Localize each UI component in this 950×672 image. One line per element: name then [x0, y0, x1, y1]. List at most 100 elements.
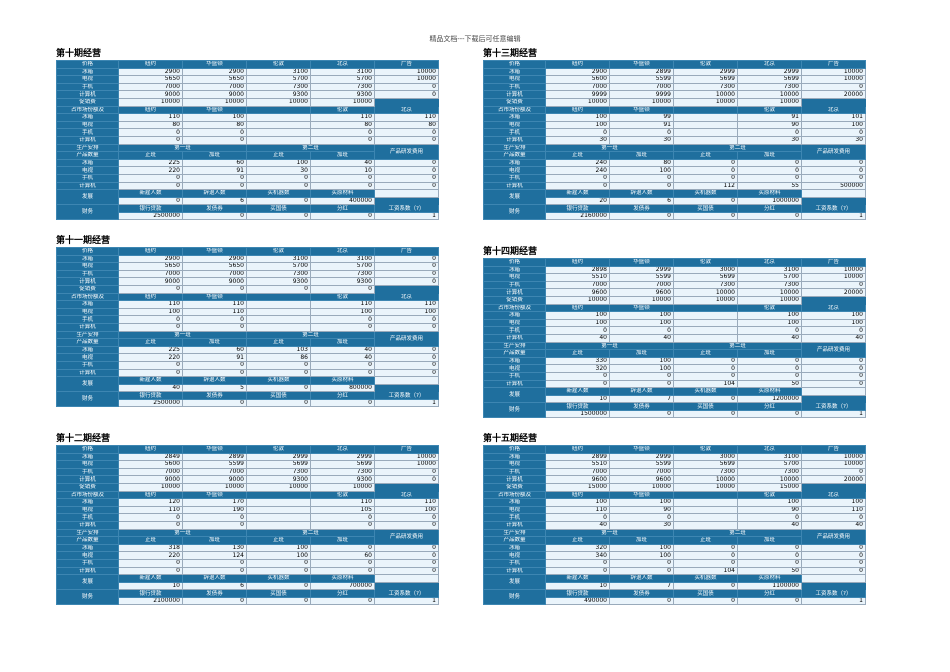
share-cell: 110: [545, 505, 610, 515]
plan-cell: 0: [673, 158, 738, 168]
share-label: 占市场份额及: [56, 292, 119, 302]
share-cell: 0: [182, 128, 247, 137]
city-header: 伦敦: [673, 258, 738, 267]
plan-cell: 100: [609, 356, 674, 366]
plan-row: 手机 0 0 0 0 0: [56, 558, 439, 568]
plan-cell: 0: [801, 371, 866, 381]
plan-row: 电视 320 100 0 0 0: [483, 364, 866, 373]
price-cell: 3100: [246, 254, 311, 264]
share-label: 占市场份额及: [483, 490, 546, 500]
fin-cell: 1: [374, 211, 439, 221]
share-cell: 100: [374, 505, 439, 515]
share-cell: 0: [118, 322, 183, 332]
share-cell: 40: [801, 520, 866, 530]
share-row: 电视 110 90 90 110: [483, 505, 866, 515]
city-header: 北京: [374, 292, 439, 302]
dev-cell: 10: [118, 581, 183, 591]
city-header: 北京: [801, 303, 866, 313]
fin-cell: 0: [673, 596, 738, 606]
product-label: 计算机: [483, 566, 546, 576]
plan-label: 生产安排: [56, 143, 119, 153]
dev-header-row: 发展 新雇人数 辞退人数 买机器数 买原材料: [483, 387, 866, 404]
dev-row: 10 6 0 700000: [57, 581, 439, 591]
product-label: 电视: [483, 505, 546, 515]
product-label: 计算机: [56, 368, 119, 378]
share-cell: 90: [737, 505, 802, 515]
fin-header: 分红: [737, 402, 802, 411]
fin-header: 工资系数（?）: [374, 589, 439, 598]
price-cell: 5599: [609, 75, 674, 84]
fin-cell: 1: [801, 596, 866, 606]
price-header-row: 价格 纽约 华盛顿 伦敦 北京 广告: [483, 445, 866, 454]
blank-header: [673, 105, 738, 115]
product-label: 计算机: [483, 135, 546, 145]
period-block-15: 第十五期经营 价格 纽约 华盛顿 伦敦 北京 广告 冰箱 2899 2999 3000 3100 10…: [483, 434, 866, 606]
share-spacer: [246, 315, 311, 324]
share-cell: 90: [609, 505, 674, 515]
price-cell: 9000: [118, 90, 183, 99]
price-cell: 5700: [737, 460, 802, 469]
price-row: 冰箱 2900 2900 3100 3100 0: [56, 254, 439, 264]
share-cell: 100: [310, 307, 375, 317]
product-label: 计算机: [56, 475, 119, 484]
product-label: 电视: [56, 120, 119, 130]
plan-cell: 225: [118, 158, 183, 168]
price-cell: 3100: [246, 67, 311, 77]
city-header: 华盛顿: [609, 60, 674, 69]
share-spacer: [246, 300, 311, 309]
dev-header: 买原材料: [310, 189, 375, 198]
price-cell: 10000: [737, 90, 802, 99]
fin-cell: 1: [374, 398, 439, 408]
city-header: 纽约: [545, 303, 610, 313]
blank-cell: [801, 189, 866, 198]
plan-cell: 0: [673, 558, 738, 568]
plan-cell: 0: [310, 558, 375, 568]
filler-cell: [801, 97, 866, 107]
plan-cell: 0: [310, 181, 375, 191]
plan-cell: 0: [118, 566, 183, 576]
price-row: 计算机 9000 9000 9300 9300 0: [56, 90, 439, 99]
share-cell: 100: [545, 311, 610, 320]
plan-cell: 40: [310, 158, 375, 168]
share-spacer: [673, 333, 738, 343]
filler-cell: [801, 196, 866, 206]
qty-label: 产品数量: [56, 338, 119, 347]
price-cell: 7000: [545, 467, 610, 477]
share-cell: 40: [545, 520, 610, 530]
product-label: 手机: [483, 173, 546, 183]
price-cell: 10000: [374, 452, 439, 462]
price-cell: 7000: [545, 82, 610, 92]
price-row: 手机 7000 7000 7300 7300 0: [56, 269, 439, 279]
plan-cell: 0: [374, 158, 439, 168]
price-cell: 10000: [801, 460, 866, 469]
product-label: 电视: [483, 75, 546, 84]
plan-cell: 0: [374, 166, 439, 175]
dev-cell: 5: [182, 383, 247, 393]
fin-cell: 1: [801, 409, 866, 419]
dev-header: 买机器数: [673, 387, 738, 396]
price-cell: 5650: [118, 75, 183, 84]
share-cell: 100: [737, 498, 802, 507]
product-label: 电视: [56, 551, 119, 560]
plan-cell: 0: [737, 371, 802, 381]
normal-header: 正班: [118, 338, 183, 347]
share-cell: 100: [801, 311, 866, 320]
plan-cell: 0: [737, 543, 802, 553]
price-cell: 10000: [737, 475, 802, 484]
dev-label: 发展: [56, 574, 119, 591]
share-spacer: [246, 322, 311, 332]
price-cell: 5700: [246, 262, 311, 271]
price-label: 价格: [483, 258, 546, 267]
product-label: 手机: [483, 513, 546, 522]
share-cell: 0: [374, 135, 439, 145]
fin-cell: 0: [609, 596, 674, 606]
dev-header-row: 发展 新雇人数 辞退人数 买机器数 买原材料: [56, 574, 439, 591]
price-header-row: 价格 纽约 华盛顿 伦敦 北京 广告: [483, 60, 866, 69]
share-cell: 170: [182, 498, 247, 507]
blank-cell: [801, 574, 866, 583]
share-row: 冰箱 120 170 110 110: [56, 498, 439, 507]
city-header: 纽约: [545, 258, 610, 267]
promo-cell: 0: [246, 284, 311, 294]
share-cell: 190: [182, 505, 247, 515]
fin-cell: 0: [246, 211, 311, 221]
